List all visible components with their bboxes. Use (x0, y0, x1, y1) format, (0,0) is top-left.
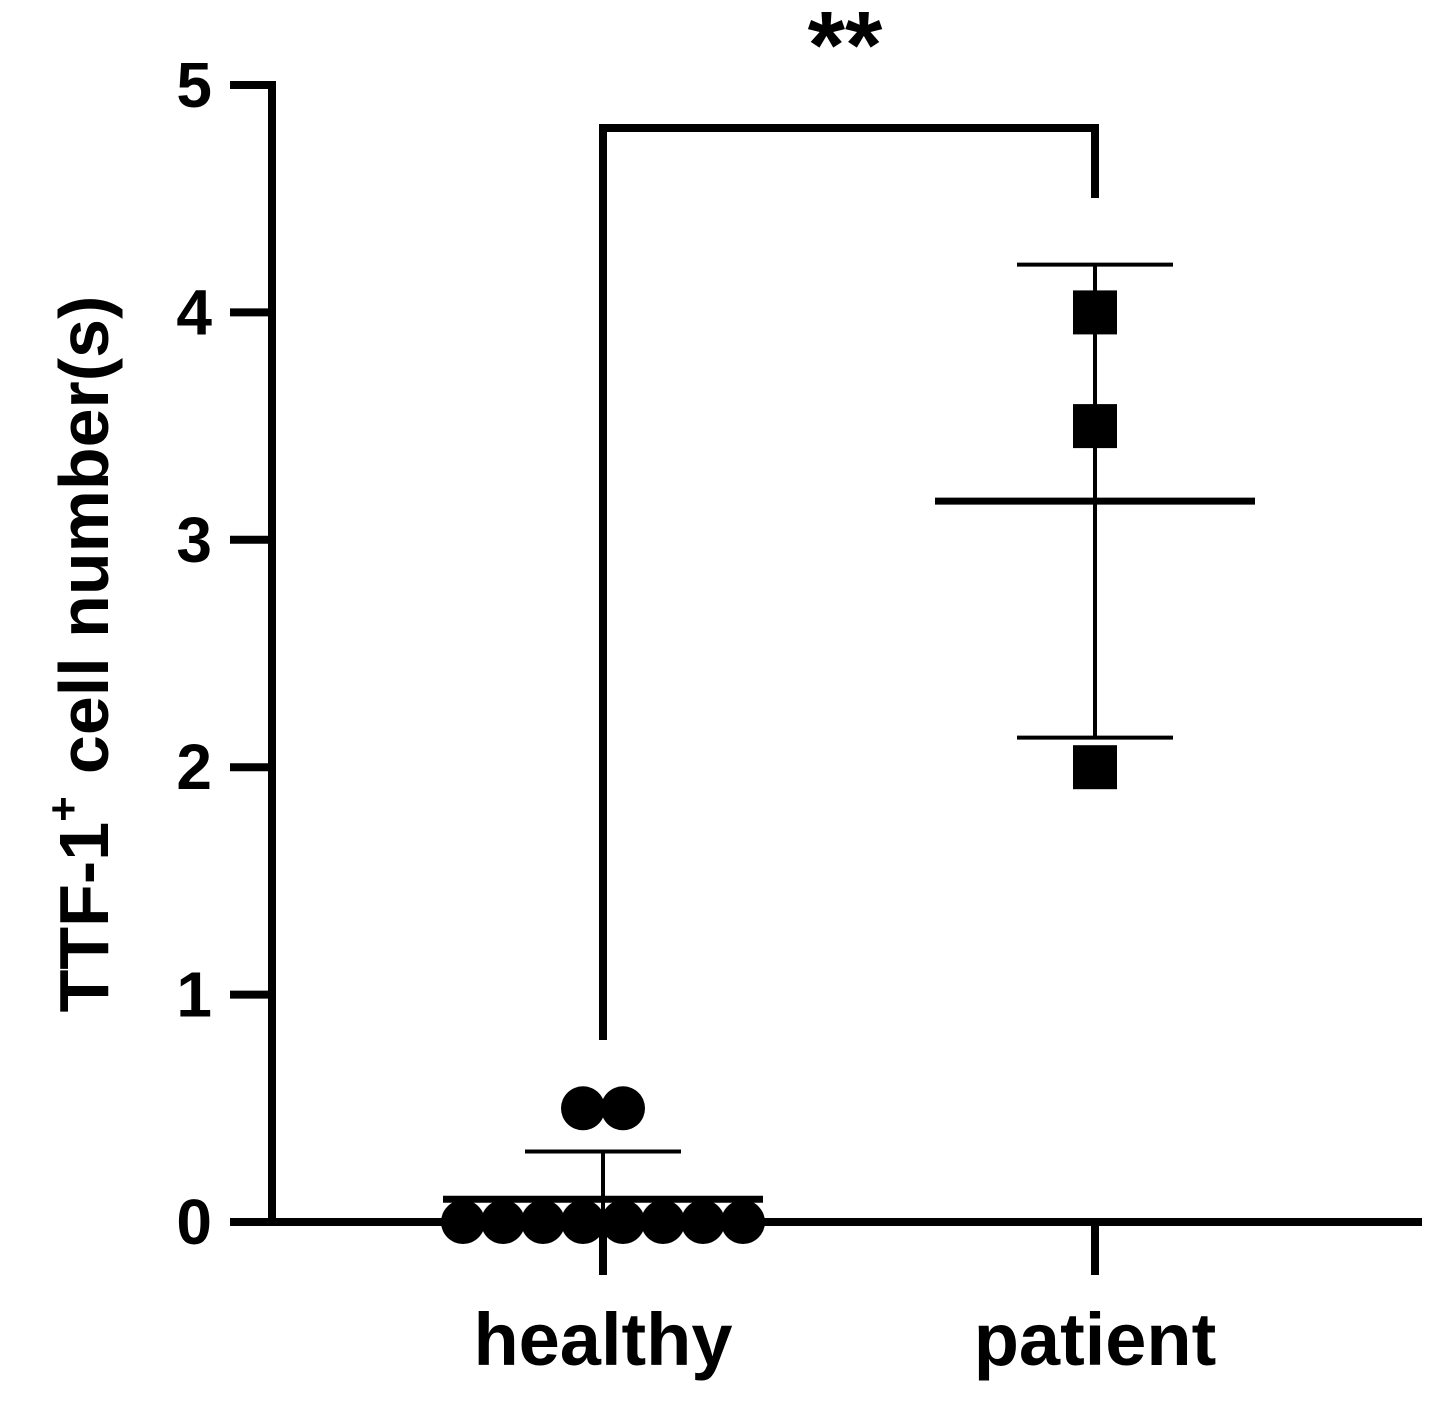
significance-bracket (599, 124, 1099, 1040)
data-point (481, 1200, 525, 1244)
x-tick-label: healthy (473, 1298, 732, 1381)
data-point (521, 1200, 565, 1244)
y-label-main: TTF-1 (45, 822, 123, 1013)
y-tick-label: 4 (176, 276, 212, 348)
data-point (561, 1200, 605, 1244)
y-tick-label: 1 (176, 959, 212, 1031)
significance-label: ** (808, 0, 883, 99)
y-axis-label: TTF-1+ cell number(s) (39, 296, 123, 1013)
data-point (601, 1200, 645, 1244)
data-point (1073, 745, 1117, 790)
data-point (561, 1086, 605, 1131)
x-tick-label: patient (974, 1298, 1217, 1381)
y-tick-label: 5 (176, 49, 212, 121)
y-tick-label: 0 (176, 1186, 212, 1258)
y-label-superscript: + (39, 796, 88, 822)
data-point (601, 1086, 645, 1131)
data-point (441, 1200, 485, 1244)
data-point (721, 1200, 765, 1244)
y-tick-label: 2 (176, 731, 212, 803)
data-point (641, 1200, 685, 1244)
y-tick-label: 3 (176, 504, 212, 576)
data-point (681, 1200, 725, 1244)
y-label-rest: cell number(s) (45, 296, 123, 774)
